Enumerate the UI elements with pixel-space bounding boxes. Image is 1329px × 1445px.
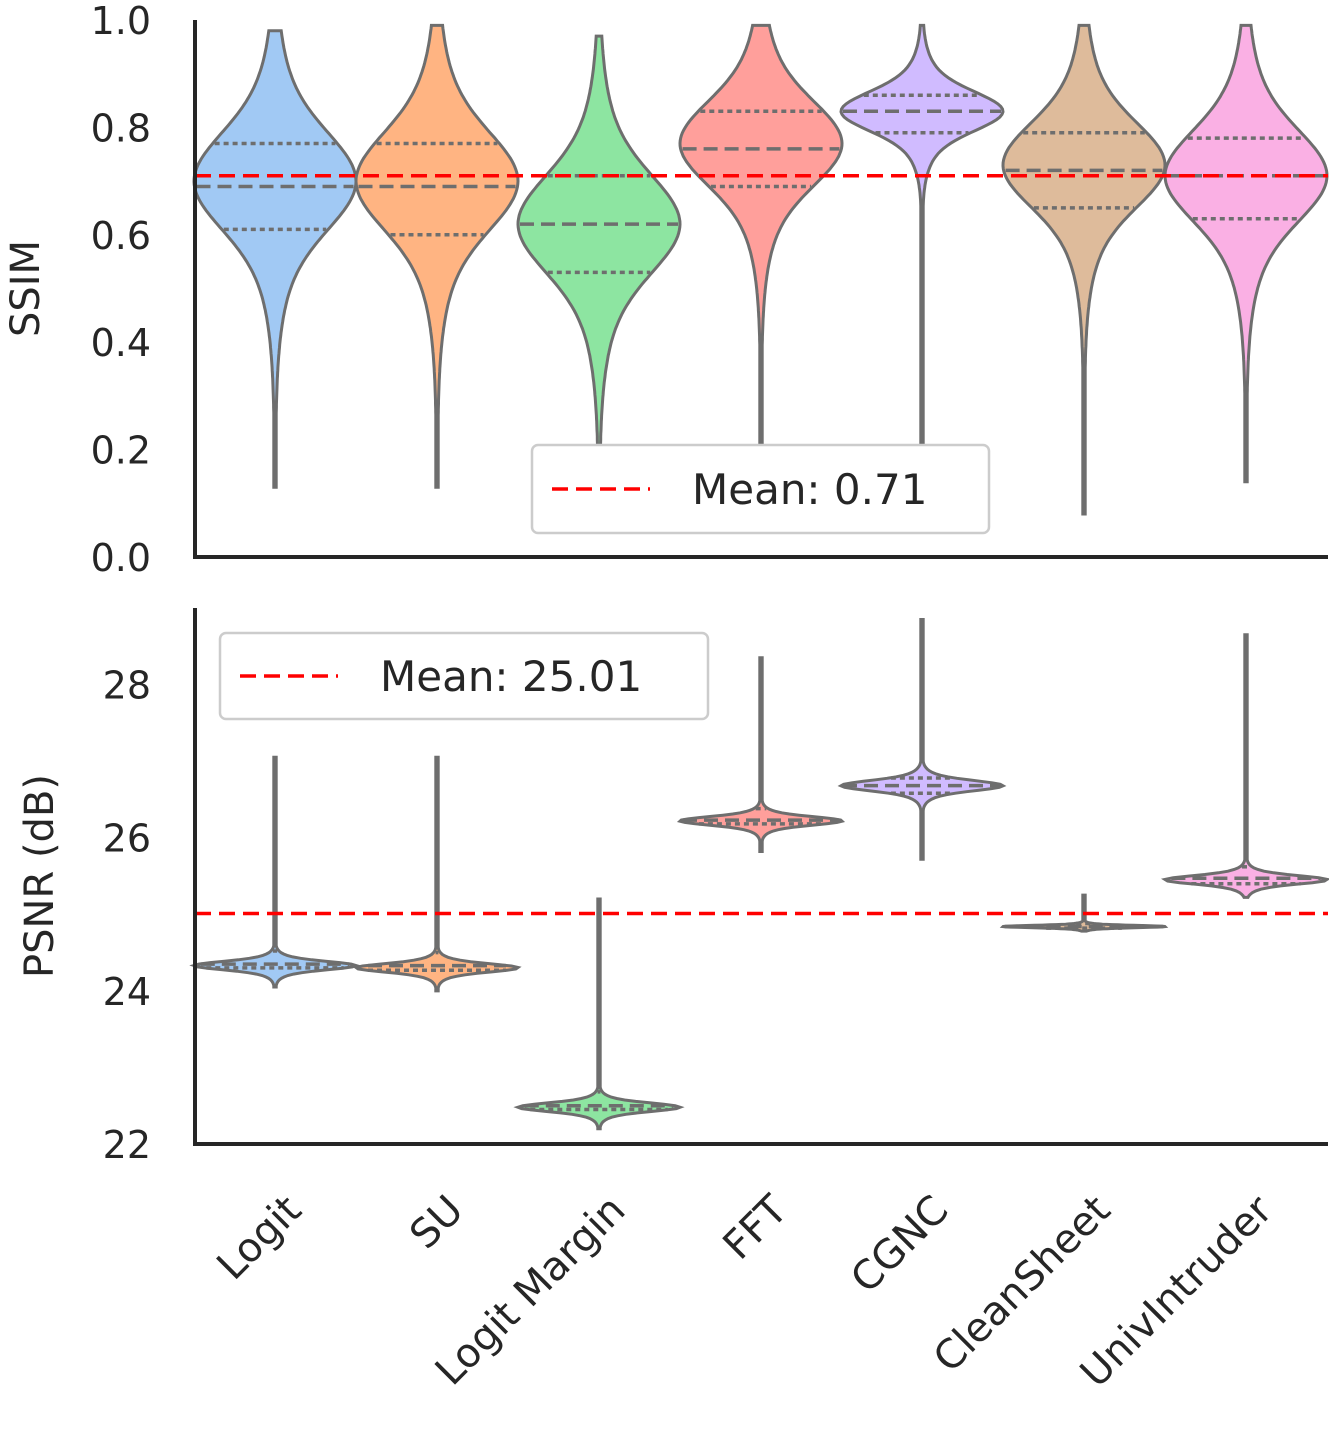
- violin-univintruder: [1160, 633, 1329, 899]
- x-tick-label: FFT: [715, 1187, 797, 1269]
- legend: Mean: 25.01: [218, 631, 710, 721]
- violin-cgnc: [837, 618, 1007, 861]
- y-tick-label: 26: [103, 817, 151, 861]
- y-tick-label: 24: [103, 970, 151, 1014]
- y-axis-title: SSIM: [3, 240, 49, 337]
- x-tick-label: Logit: [208, 1187, 310, 1289]
- violin-body: [189, 755, 361, 989]
- violin-cgnc: [839, 23, 1005, 446]
- violin-body: [513, 897, 685, 1131]
- panel-psnr: 22 24 26 28 PSNR (dB) Mean: 25.01: [17, 608, 1329, 1167]
- y-tick-label: 28: [103, 664, 151, 708]
- y-tick-label: 0.8: [91, 106, 151, 150]
- y-tick-label: 1.0: [91, 0, 151, 43]
- y-tick-label: 22: [103, 1123, 151, 1167]
- violin-fft: [678, 23, 844, 446]
- violin-su: [354, 23, 520, 489]
- violin-body: [1160, 633, 1329, 899]
- legend-label: Mean: 25.01: [380, 652, 642, 701]
- y-axis-title: PSNR (dB): [17, 774, 63, 978]
- x-tick-label: SU: [401, 1187, 472, 1258]
- legend-label: Mean: 0.71: [692, 465, 927, 514]
- violin-logit: [189, 755, 361, 989]
- violin-fft: [676, 656, 846, 853]
- legend: Mean: 0.71: [530, 443, 991, 535]
- violin-logit-margin: [516, 34, 682, 516]
- violin-su: [352, 755, 522, 993]
- violin-logit: [192, 29, 358, 489]
- violin-univintruder: [1163, 23, 1329, 484]
- violin-body: [837, 618, 1007, 861]
- legend-box: [218, 631, 710, 721]
- violin-body: [678, 23, 844, 446]
- y-tick-label: 0.2: [91, 429, 151, 473]
- violin-body: [839, 23, 1005, 446]
- violin-cleansheet: [1001, 23, 1167, 516]
- violin-body: [352, 755, 522, 993]
- violin-body: [676, 656, 846, 853]
- violin-body: [354, 23, 520, 489]
- legend-box: [530, 443, 991, 535]
- violin-logit-margin: [513, 897, 685, 1131]
- panel-ssim: 0.0 0.2 0.4 0.6 0.8 1.0 SSIM Mean: 0.71: [3, 0, 1329, 580]
- y-tick-label: 0.0: [91, 536, 151, 580]
- y-tick-label: 0.4: [91, 321, 151, 365]
- violin-body: [1001, 23, 1167, 516]
- violin-body: [516, 34, 682, 516]
- violin-body: [1163, 23, 1329, 484]
- x-tick-label: CGNC: [842, 1187, 957, 1302]
- violin-body: [192, 29, 358, 489]
- y-tick-label: 0.6: [91, 214, 151, 258]
